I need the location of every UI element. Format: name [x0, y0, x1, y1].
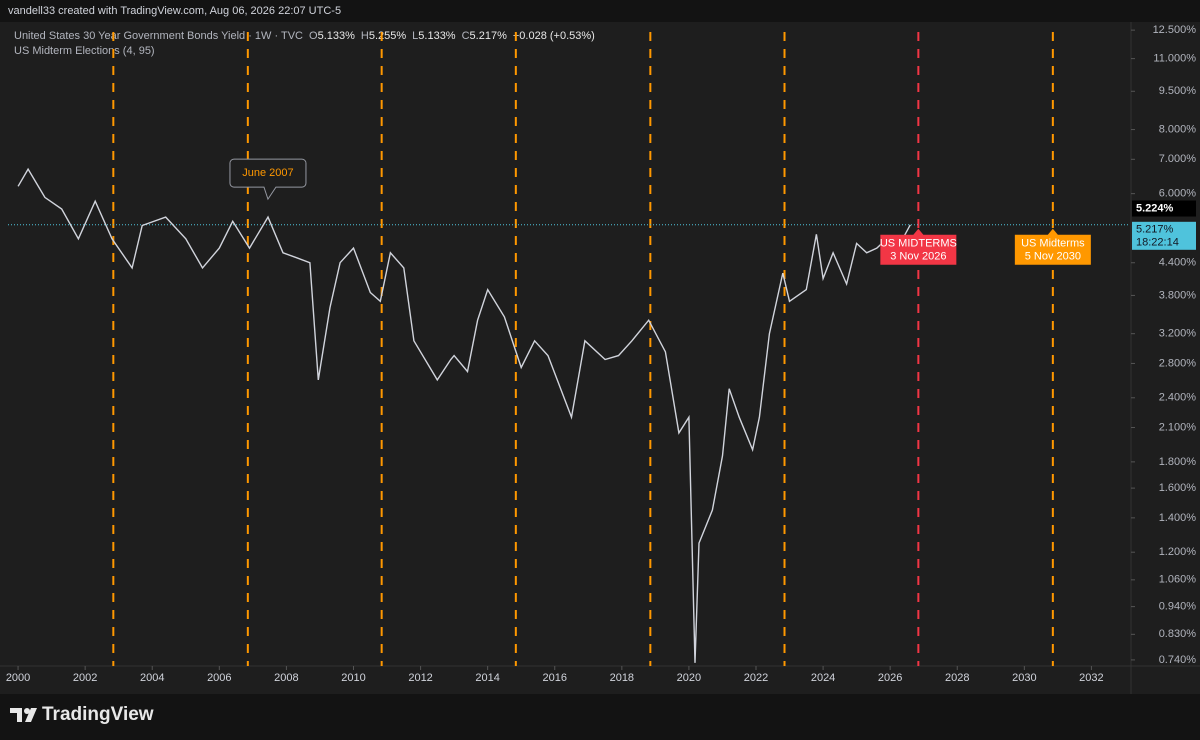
x-tick-label: 2018: [610, 672, 634, 684]
indicator: US Midterm Elections (4, 95): [14, 45, 155, 57]
y-tick-label: 0.830%: [1159, 628, 1197, 640]
series-line: [17, 167, 911, 663]
x-tick-label: 2020: [677, 672, 701, 684]
change: +0.028 (+0.53%): [513, 30, 595, 42]
x-tick-label: 2028: [945, 672, 969, 684]
x-tick-label: 2032: [1079, 672, 1103, 684]
y-tick-label: 11.000%: [1153, 53, 1196, 65]
price-label-box: [1132, 200, 1196, 217]
y-tick-label: 1.600%: [1159, 482, 1197, 494]
legend-title: United States 30 Year Government Bonds Y…: [14, 30, 303, 42]
y-tick-label: 2.400%: [1159, 392, 1197, 404]
y-tick-label: 2.100%: [1159, 421, 1197, 433]
x-tick-label: 2004: [140, 672, 164, 684]
x-tick-label: 2008: [274, 672, 298, 684]
y-tick-label: 6.000%: [1159, 188, 1197, 200]
y-tick-label: 2.800%: [1159, 357, 1197, 369]
price-label-text: 5.224%: [1136, 202, 1174, 214]
author-line: vandell33 created with TradingView.com, …: [8, 5, 341, 17]
callout-text: June 2007: [242, 167, 293, 179]
brand-logo: [10, 708, 37, 722]
y-tick-label: 1.400%: [1159, 512, 1197, 524]
label-box: [1014, 228, 1091, 265]
y-tick-label: 1.800%: [1159, 456, 1197, 468]
x-tick-label: 2014: [475, 672, 499, 684]
y-tick-label: 0.940%: [1159, 601, 1197, 613]
y-tick-label: 7.000%: [1159, 153, 1197, 165]
footer-bar: [0, 694, 1200, 740]
ohlc-key: C: [462, 30, 470, 42]
header-bar: [0, 0, 1200, 22]
price-label: 5.224%: [1132, 200, 1196, 217]
x-tick-label: 2030: [1012, 672, 1036, 684]
price-label-text: 5.217%: [1136, 224, 1174, 236]
x-tick-label: 2016: [543, 672, 567, 684]
x-tick-label: 2024: [811, 672, 835, 684]
price-label-box: [1132, 221, 1196, 250]
label-box: [880, 228, 957, 265]
ohlc-value: 5.133%: [318, 30, 356, 42]
y-tick-label: 12.500%: [1153, 24, 1197, 36]
label-text: 5 Nov 2030: [1025, 251, 1081, 263]
ohlc-key: H: [361, 30, 369, 42]
y-tick-label: 1.060%: [1159, 574, 1197, 586]
countdown: 18:22:14: [1136, 237, 1179, 249]
annotation: June 2007: [229, 158, 307, 201]
y-tick-label: 9.500%: [1159, 85, 1197, 97]
ohlc-value: 5.133%: [418, 30, 456, 42]
x-tick-label: 2002: [73, 672, 97, 684]
ohlc-key: O: [309, 30, 318, 42]
y-tick-label: 3.200%: [1159, 328, 1197, 340]
x-tick-label: 2012: [408, 672, 432, 684]
label-text: US Midterms: [1021, 238, 1085, 250]
ohlc-value: 5.217%: [470, 30, 508, 42]
y-tick-label: 8.000%: [1159, 123, 1197, 135]
ohlc-key: L: [412, 30, 418, 42]
y-tick-label: 3.800%: [1159, 289, 1197, 301]
label-text: 3 Nov 2026: [890, 251, 946, 263]
ohlc-value: 5.255%: [369, 30, 407, 42]
x-tick-label: 2026: [878, 672, 902, 684]
y-tick-label: 0.740%: [1159, 654, 1197, 666]
price-label: 5.217%18:22:14: [1132, 221, 1196, 250]
y-tick-label: 1.200%: [1159, 546, 1197, 558]
x-tick-label: 2010: [341, 672, 365, 684]
callout-box: [229, 158, 307, 201]
x-tick-label: 2022: [744, 672, 768, 684]
brand: TradingView: [42, 704, 154, 725]
x-tick-label: 2006: [207, 672, 231, 684]
label-text: US MIDTERMS: [880, 238, 957, 250]
x-tick-label: 2000: [6, 672, 30, 684]
y-tick-label: 4.400%: [1159, 257, 1197, 269]
